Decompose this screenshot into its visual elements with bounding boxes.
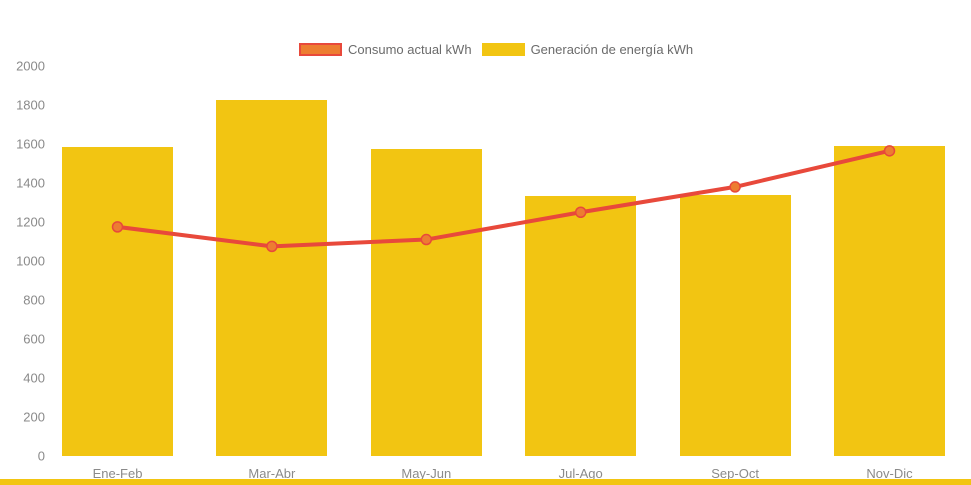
x-tick-label-ene-feb: Ene-Feb (92, 466, 143, 481)
bar-jul-ago[interactable] (525, 195, 637, 456)
y-tick-label-2000: 2000 (16, 58, 45, 74)
legend-label-consumo-actual: Consumo actual kWh (348, 42, 472, 57)
y-tick-label-0: 0 (37, 448, 45, 464)
legend-item-consumo-actual[interactable]: Consumo actual kWh (299, 42, 472, 57)
y-tick-label-1200: 1200 (16, 214, 45, 230)
line-point-nov-dic[interactable] (883, 145, 896, 157)
x-tick-label-mar-abr: Mar-Abr (248, 466, 296, 481)
line-point-mar-abr[interactable] (266, 240, 278, 253)
line-point-ene-feb[interactable] (111, 221, 124, 233)
y-tick-label-600: 600 (23, 331, 45, 347)
bar-nov-dic[interactable] (834, 145, 945, 456)
y-tick-label-1400: 1400 (16, 175, 45, 191)
consumption-line (115, 148, 892, 249)
bar-sep-oct[interactable] (679, 194, 791, 456)
x-tick-label-sep-oct: Sep-Oct (711, 466, 759, 481)
x-tick-label-nov-dic: Nov-Dic (866, 466, 913, 481)
line-point-jul-ago[interactable] (574, 206, 587, 218)
bar-ene-feb[interactable] (62, 146, 173, 456)
legend-label-generacion-energia: Generación de energía kWh (530, 42, 694, 57)
y-tick-label-200: 200 (23, 409, 45, 425)
y-tick-label-800: 800 (23, 292, 45, 308)
y-tick-label-1600: 1600 (16, 136, 45, 152)
generacion-energia-swatch-icon (481, 43, 525, 56)
consumo-actual-swatch-icon (299, 43, 342, 56)
x-tick-label-jul-ago: Jul-Ago (558, 466, 603, 481)
bar-may-jun[interactable] (370, 148, 482, 456)
line-point-may-jun[interactable] (420, 233, 433, 246)
chart-legend: Consumo actual kWh Generación de energía… (299, 42, 703, 57)
line-point-sep-oct[interactable] (729, 181, 741, 193)
y-tick-label-1000: 1000 (16, 253, 45, 269)
bottom-accent-bar (0, 479, 971, 485)
y-tick-label-400: 400 (23, 370, 45, 386)
bar-mar-abr[interactable] (216, 100, 328, 456)
x-tick-label-may-jun: May-Jun (401, 466, 452, 481)
y-tick-label-1800: 1800 (16, 97, 45, 113)
legend-item-generacion-energia[interactable]: Generación de energía kWh (481, 42, 694, 57)
